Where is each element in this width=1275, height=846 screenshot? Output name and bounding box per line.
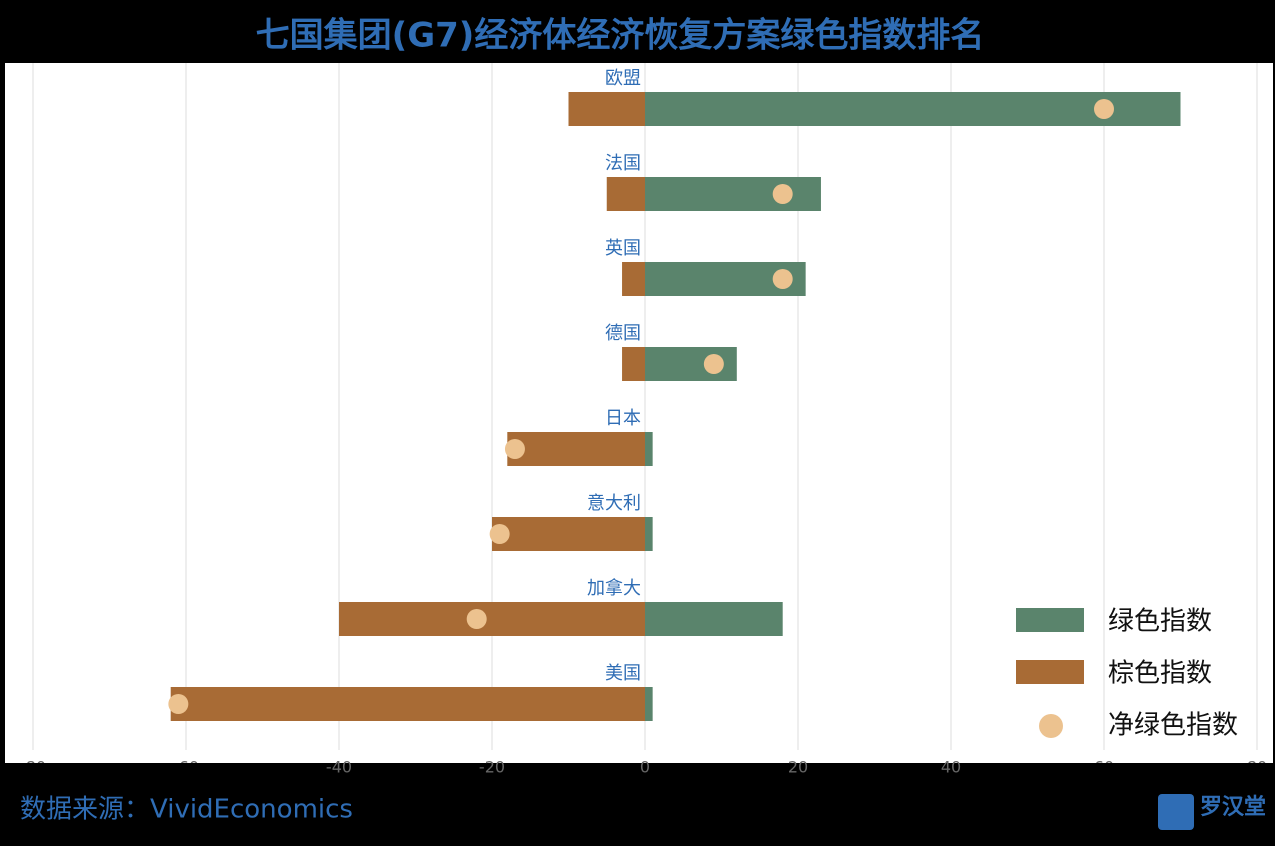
- chart-title: 七国集团(G7)经济体经济恢复方案绿色指数排名: [256, 16, 985, 56]
- category-label: 欧盟: [605, 68, 641, 89]
- bar: [492, 517, 645, 551]
- legend-swatch: [1016, 608, 1084, 632]
- cover: [0, 763, 1275, 846]
- net-dot: [1094, 99, 1114, 119]
- bar: [339, 602, 645, 636]
- bar: [645, 687, 653, 721]
- x-tick-label: -20: [479, 758, 505, 777]
- category-label: 德国: [605, 323, 641, 344]
- legend-label: 绿色指数: [1108, 607, 1212, 637]
- legend-swatch: [1039, 714, 1063, 738]
- bar: [645, 432, 653, 466]
- net-dot: [504, 439, 525, 459]
- category-label: 意大利: [587, 493, 641, 514]
- bar: [170, 687, 645, 721]
- bar: [606, 177, 645, 211]
- net-dot: [168, 694, 189, 714]
- category-label: 英国: [605, 238, 641, 259]
- x-tick-label: -40: [326, 758, 352, 777]
- bar: [645, 517, 653, 551]
- category-label: 日本: [605, 408, 641, 429]
- footer-band: [0, 763, 303, 775]
- bar: [568, 92, 645, 126]
- logo-icon: [1158, 794, 1194, 830]
- net-dot: [489, 524, 510, 544]
- category-label: 加拿大: [587, 577, 641, 599]
- legend-label: 棕色指数: [1108, 659, 1212, 689]
- footer-band: [972, 763, 1275, 775]
- x-tick-label: 0: [640, 758, 650, 777]
- bar: [622, 347, 645, 381]
- legend-swatch: [1016, 660, 1084, 684]
- bar: [622, 262, 645, 296]
- x-tick-label: 20: [788, 758, 808, 777]
- net-dot: [772, 269, 793, 289]
- legend-label: 净绿色指数: [1108, 711, 1238, 741]
- bar: [645, 602, 783, 636]
- bar: [645, 177, 821, 211]
- x-tick-label: 40: [941, 758, 961, 777]
- logo: 罗汉堂: [1200, 795, 1266, 820]
- source: 数据来源：VividEconomics: [20, 795, 353, 825]
- category-label: 法国: [605, 153, 641, 174]
- net-dot: [703, 354, 724, 374]
- bar: [507, 432, 645, 466]
- net-dot: [772, 184, 793, 204]
- bar: [645, 92, 1181, 126]
- footer-band: [0, 773, 1275, 846]
- category-label: 美国: [605, 663, 641, 684]
- net-dot: [466, 609, 487, 629]
